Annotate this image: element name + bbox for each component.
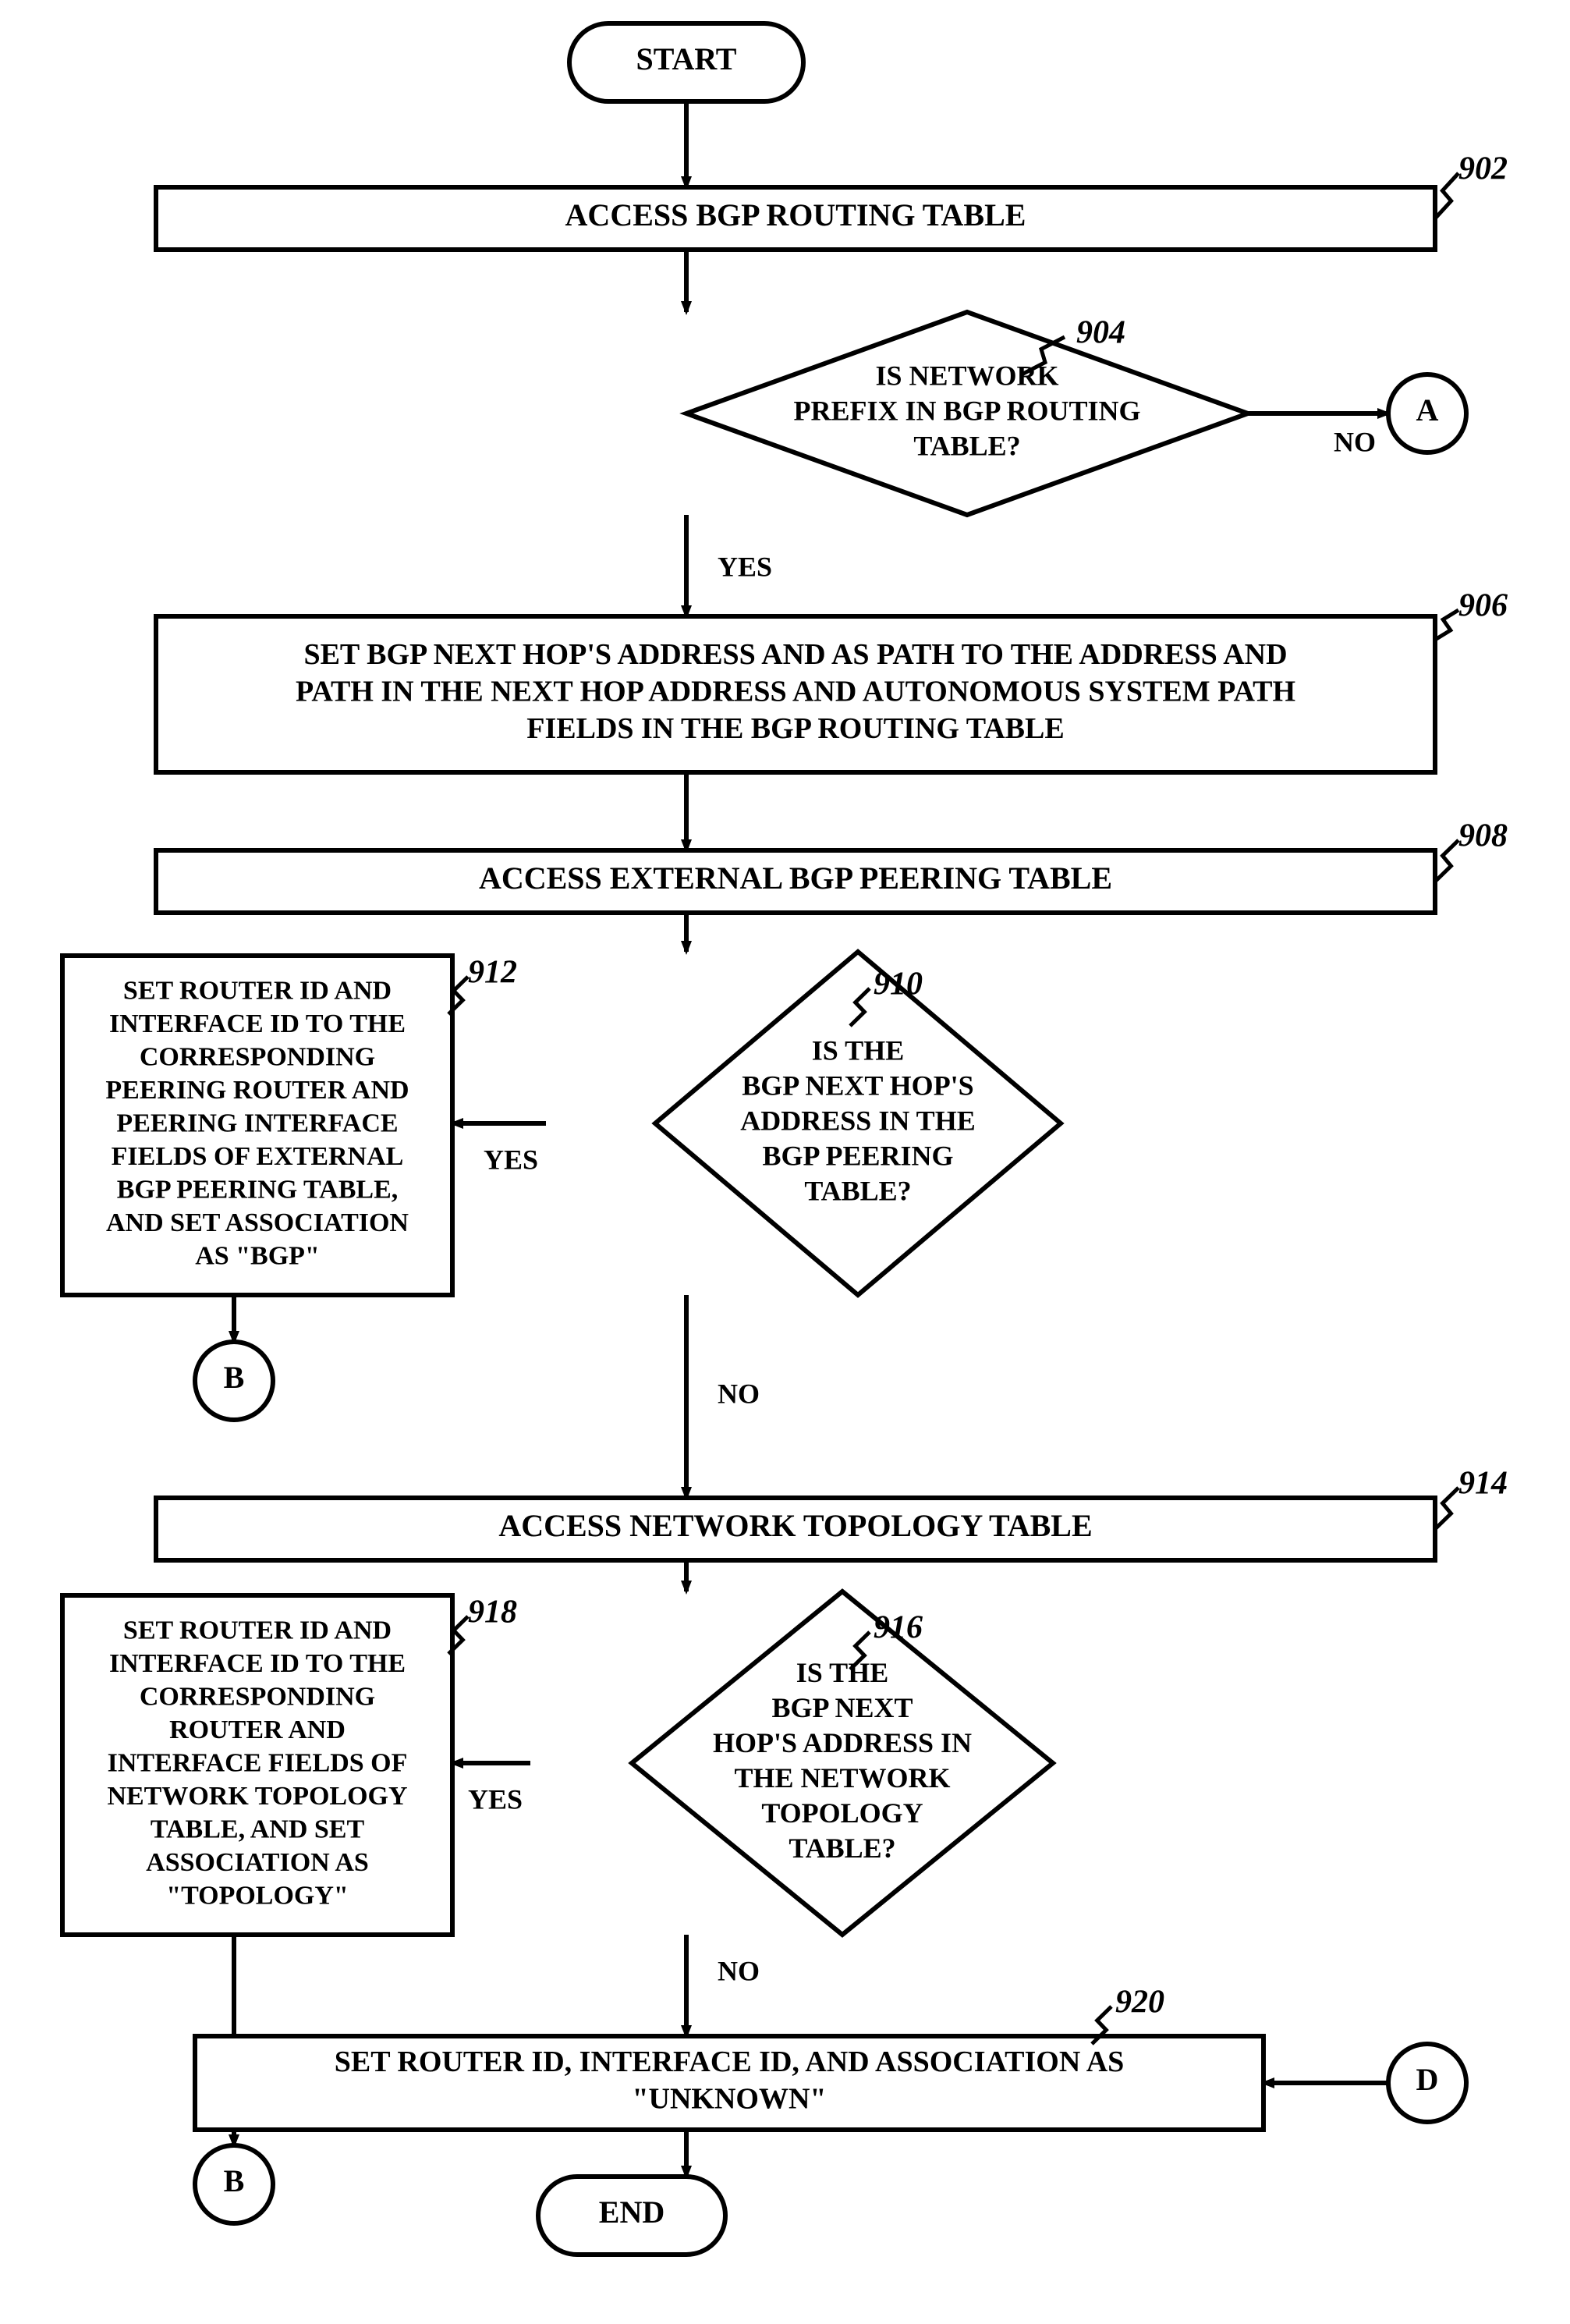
svg-text:FIELDS OF EXTERNAL: FIELDS OF EXTERNAL (112, 1142, 404, 1171)
svg-text:CORRESPONDING: CORRESPONDING (140, 1682, 375, 1711)
svg-text:PREFIX IN BGP ROUTING: PREFIX IN BGP ROUTING (793, 395, 1140, 426)
svg-text:INTERFACE ID TO THE: INTERFACE ID TO THE (109, 1009, 406, 1038)
svg-text:HOP'S ADDRESS IN: HOP'S ADDRESS IN (713, 1727, 972, 1758)
svg-text:SET ROUTER ID AND: SET ROUTER ID AND (123, 1616, 392, 1645)
svg-text:TABLE, AND SET: TABLE, AND SET (151, 1815, 365, 1843)
ref-904: 904 (1076, 315, 1125, 351)
node-connB1: B (195, 1342, 273, 1420)
svg-text:ROUTER AND: ROUTER AND (169, 1716, 346, 1744)
svg-text:END: END (599, 2194, 665, 2230)
ref-914: 914 (1458, 1466, 1508, 1502)
svg-text:INTERFACE FIELDS OF: INTERFACE FIELDS OF (108, 1748, 408, 1777)
svg-text:TOPOLOGY: TOPOLOGY (761, 1797, 923, 1829)
ref-920: 920 (1115, 1985, 1164, 2021)
ref-tick-2 (1435, 610, 1458, 640)
svg-text:TABLE?: TABLE? (913, 430, 1020, 461)
ref-906: 906 (1458, 588, 1508, 624)
svg-text:NETWORK TOPOLOGY: NETWORK TOPOLOGY (107, 1782, 407, 1811)
ref-916: 916 (874, 1610, 923, 1646)
node-n906: SET BGP NEXT HOP'S ADDRESS AND AS PATH T… (156, 616, 1435, 772)
svg-text:AS "BGP": AS "BGP" (195, 1241, 320, 1270)
ref-tick-6 (1435, 1488, 1458, 1529)
svg-text:B: B (224, 1360, 245, 1395)
svg-text:PATH IN THE NEXT HOP ADDRESS A: PATH IN THE NEXT HOP ADDRESS AND AUTONOM… (296, 676, 1295, 708)
svg-text:B: B (224, 2163, 245, 2198)
svg-text:D: D (1416, 2062, 1439, 2097)
svg-text:INTERFACE ID TO THE: INTERFACE ID TO THE (109, 1649, 406, 1678)
edge-label-2: NO (1334, 426, 1376, 457)
svg-text:FIELDS IN THE BGP ROUTING TABL: FIELDS IN THE BGP ROUTING TABLE (526, 712, 1064, 745)
node-end: END (538, 2177, 725, 2255)
svg-text:SET BGP NEXT HOP'S ADDRESS AND: SET BGP NEXT HOP'S ADDRESS AND AS PATH T… (303, 638, 1287, 671)
svg-text:BGP PEERING: BGP PEERING (762, 1140, 953, 1171)
svg-text:IS THE: IS THE (812, 1034, 904, 1066)
node-n908: ACCESS EXTERNAL BGP PEERING TABLE (156, 850, 1435, 913)
ref-tick-3 (1435, 840, 1458, 882)
ref-910: 910 (874, 967, 923, 1002)
svg-text:"UNKNOWN": "UNKNOWN" (632, 2082, 826, 2115)
node-n918: SET ROUTER ID AND INTERFACE ID TO THE CORR… (62, 1595, 452, 1935)
node-n914: ACCESS NETWORK TOPOLOGY TABLE (156, 1498, 1435, 1560)
ref-908: 908 (1458, 818, 1508, 854)
node-connA: A (1388, 374, 1466, 452)
svg-text:"TOPOLOGY": "TOPOLOGY" (166, 1881, 349, 1910)
svg-text:IS THE: IS THE (796, 1657, 888, 1688)
edge-label-12: NO (718, 1955, 760, 1986)
svg-text:PEERING ROUTER AND: PEERING ROUTER AND (105, 1076, 409, 1105)
edge-label-10: YES (468, 1783, 523, 1815)
node-n902: ACCESS BGP ROUTING TABLE (156, 187, 1435, 250)
svg-text:BGP NEXT: BGP NEXT (771, 1692, 913, 1723)
svg-text:START: START (636, 41, 736, 76)
svg-text:CORRESPONDING: CORRESPONDING (140, 1042, 375, 1071)
svg-text:THE NETWORK: THE NETWORK (734, 1762, 950, 1794)
svg-text:ACCESS NETWORK TOPOLOGY TABLE: ACCESS NETWORK TOPOLOGY TABLE (498, 1508, 1092, 1543)
svg-text:ACCESS BGP ROUTING TABLE: ACCESS BGP ROUTING TABLE (565, 197, 1026, 232)
node-n904: IS NETWORK PREFIX IN BGP ROUTING TABLE? (686, 312, 1248, 515)
svg-text:TABLE?: TABLE? (804, 1175, 911, 1206)
node-connB2: B (195, 2145, 273, 2223)
edge-label-8: NO (718, 1378, 760, 1409)
svg-text:ADDRESS IN THE: ADDRESS IN THE (740, 1105, 975, 1136)
node-n912: SET ROUTER ID AND INTERFACE ID TO THE CORR… (62, 956, 452, 1295)
ref-902: 902 (1458, 151, 1508, 187)
node-connD: D (1388, 2044, 1466, 2122)
edge-label-6: YES (484, 1144, 538, 1175)
svg-text:A: A (1416, 392, 1439, 428)
node-n920: SET ROUTER ID, INTERFACE ID, AND ASSOCIA… (195, 2036, 1263, 2130)
svg-text:BGP PEERING TABLE,: BGP PEERING TABLE, (117, 1175, 399, 1204)
edge-label-3: YES (718, 551, 772, 582)
svg-text:PEERING INTERFACE: PEERING INTERFACE (116, 1109, 398, 1137)
node-start: START (569, 23, 803, 101)
svg-text:AND SET ASSOCIATION: AND SET ASSOCIATION (106, 1208, 409, 1237)
svg-text:ACCESS EXTERNAL BGP PEERING TA: ACCESS EXTERNAL BGP PEERING TABLE (479, 860, 1112, 896)
svg-text:BGP NEXT HOP'S: BGP NEXT HOP'S (742, 1070, 973, 1101)
ref-918: 918 (468, 1595, 517, 1630)
svg-text:SET ROUTER ID, INTERFACE ID, A: SET ROUTER ID, INTERFACE ID, AND ASSOCIA… (335, 2045, 1125, 2078)
svg-text:ASSOCIATION AS: ASSOCIATION AS (146, 1848, 369, 1877)
svg-text:SET ROUTER ID AND: SET ROUTER ID AND (123, 976, 392, 1005)
ref-tick-0 (1435, 173, 1458, 218)
ref-912: 912 (468, 955, 517, 991)
svg-text:TABLE?: TABLE? (789, 1833, 895, 1864)
flowchart-canvas: NO YES YES NO YES NO START ACCESS BGP ROUTING … (0, 0, 1570, 2324)
svg-text:IS NETWORK: IS NETWORK (875, 360, 1058, 391)
node-n916: IS THE BGP NEXT HOP'S ADDRESS IN THE NETWOR… (632, 1591, 1053, 1935)
